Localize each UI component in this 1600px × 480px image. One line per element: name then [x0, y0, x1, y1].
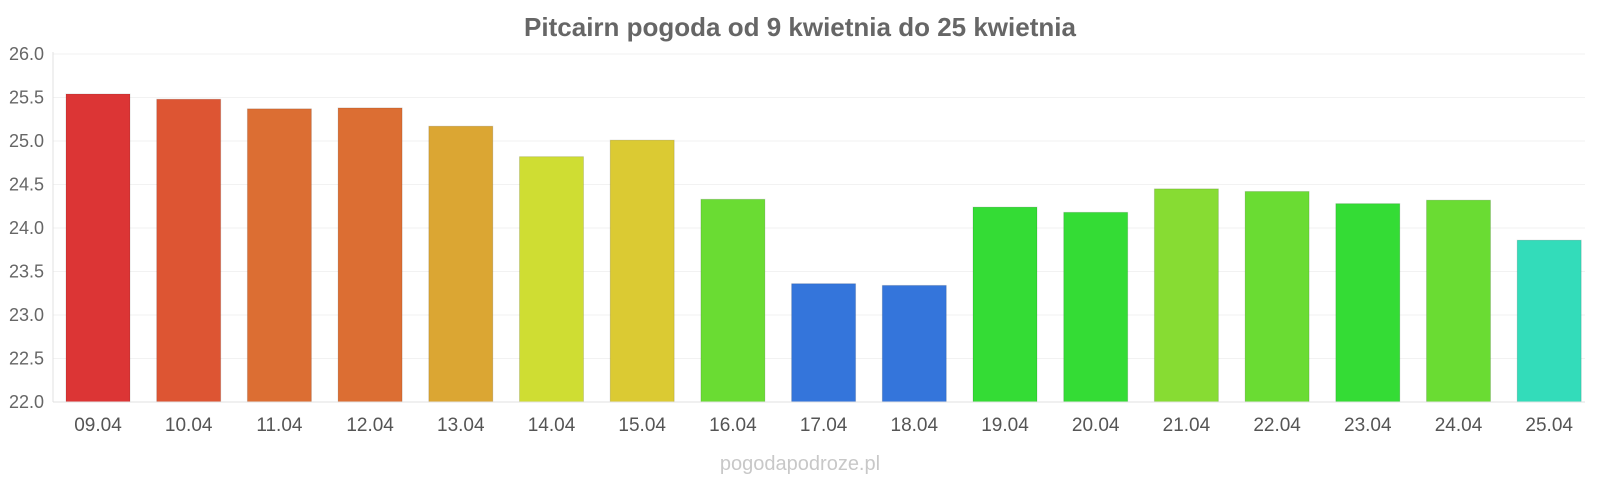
x-tick-label: 10.04 — [165, 415, 213, 436]
y-tick-label: 24.5 — [9, 175, 44, 195]
y-tick-label: 23.5 — [9, 262, 44, 282]
y-axis-ticks: 26.0 25.5 25.0 24.5 24.0 23.5 23.0 22.5 22.0 — [9, 44, 44, 412]
bar-16.04 — [700, 198, 766, 403]
bar-12.04 — [337, 107, 403, 403]
x-tick-label: 19.04 — [981, 415, 1029, 436]
x-tick-label: 13.04 — [437, 415, 485, 436]
bar-23.04 — [1335, 203, 1401, 403]
x-tick-label: 22.04 — [1253, 415, 1301, 436]
y-tick-label: 25.5 — [9, 88, 44, 108]
x-tick-label: 11.04 — [256, 415, 303, 436]
y-tick-label: 22.0 — [9, 392, 44, 412]
bar-15.04 — [609, 139, 675, 403]
watermark-text: pogodapodroze.pl — [720, 453, 880, 475]
y-tick-label: 25.0 — [9, 131, 44, 151]
x-tick-label: 24.04 — [1435, 415, 1483, 436]
x-tick-label: 12.04 — [346, 415, 394, 436]
x-tick-label: 25.04 — [1525, 415, 1573, 436]
bar-25.04 — [1516, 239, 1582, 403]
bar-24.04 — [1426, 199, 1491, 403]
x-tick-label: 20.04 — [1072, 415, 1120, 436]
x-tick-label: 17.04 — [800, 415, 848, 436]
bar-09.04 — [65, 93, 131, 403]
x-tick-label: 18.04 — [891, 415, 939, 436]
bar-17.04 — [791, 283, 857, 403]
bar-18.04 — [881, 284, 947, 403]
bar-11.04 — [246, 108, 312, 403]
x-tick-label: 21.04 — [1163, 415, 1211, 436]
y-tick-label: 23.0 — [9, 305, 44, 325]
bar-22.04 — [1244, 190, 1310, 403]
y-tick-label: 24.0 — [9, 218, 44, 238]
x-tick-label: 16.04 — [709, 415, 757, 436]
bar-13.04 — [428, 125, 494, 403]
chart-title: Pitcairn pogoda od 9 kwietnia do 25 kwie… — [524, 12, 1076, 42]
bar-14.04 — [519, 156, 584, 403]
bar-10.04 — [156, 98, 222, 403]
bars — [65, 93, 1582, 403]
x-axis-ticks: 09.04 10.04 11.04 12.04 13.04 14.04 15.04 16.04… — [74, 415, 1573, 436]
y-tick-label: 22.5 — [9, 349, 44, 369]
bar-20.04 — [1063, 211, 1129, 403]
y-tick-label: 26.0 — [9, 44, 44, 64]
x-tick-label: 14.04 — [528, 415, 576, 436]
x-tick-label: 15.04 — [618, 415, 666, 436]
bar-19.04 — [972, 206, 1038, 403]
x-tick-label: 23.04 — [1344, 415, 1392, 436]
x-tick-label: 09.04 — [74, 415, 122, 436]
bar-21.04 — [1153, 188, 1219, 403]
